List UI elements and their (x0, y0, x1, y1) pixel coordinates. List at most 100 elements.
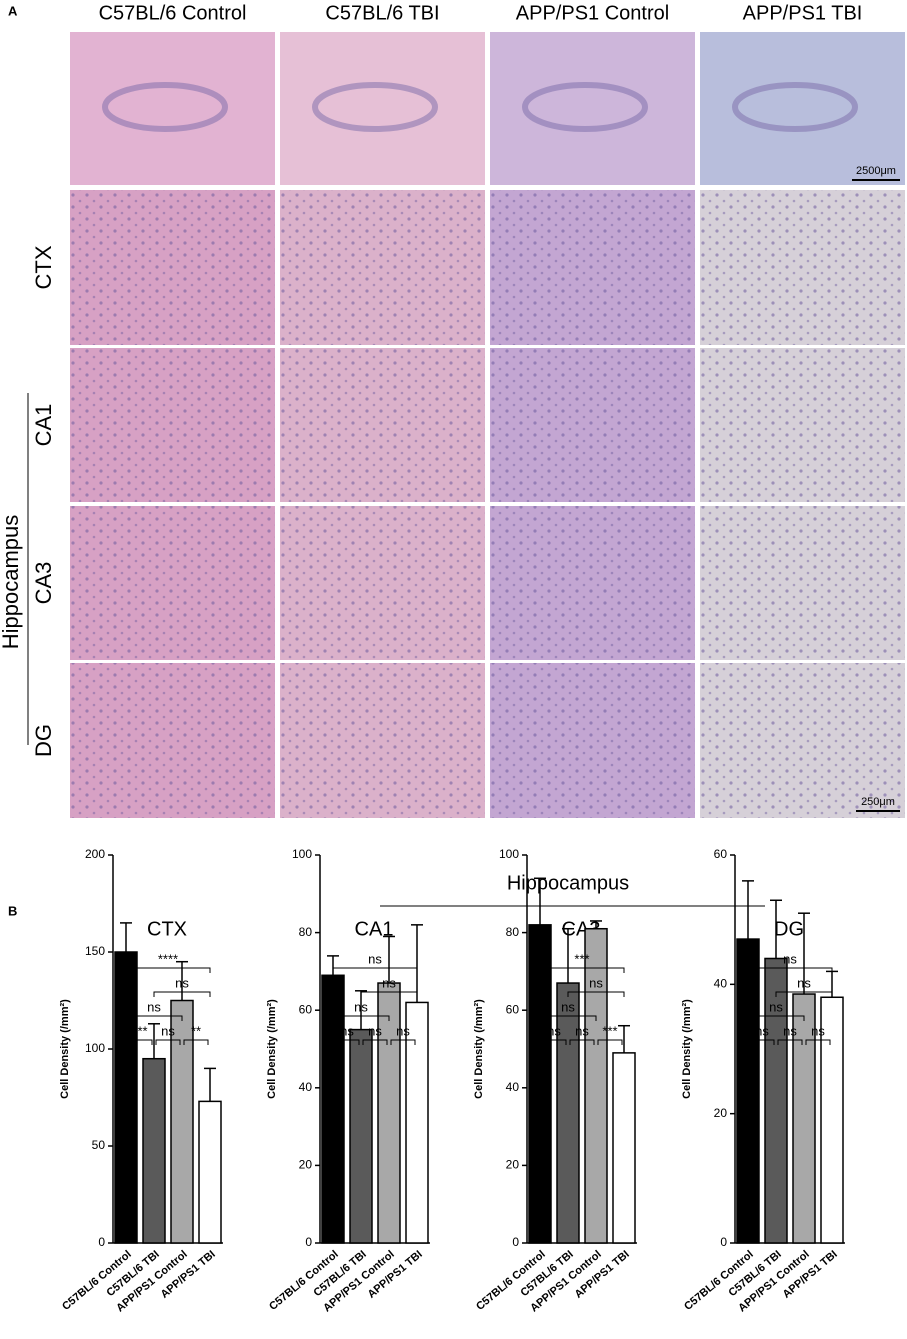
y-tick-label: 40 (299, 1080, 313, 1094)
significance-bracket (390, 1039, 416, 1045)
significance-bracket (749, 1039, 775, 1045)
significance-bracket (360, 991, 418, 997)
y-tick-label: 150 (85, 944, 105, 958)
micrograph-texture (490, 506, 695, 660)
y-tick-label: 200 (85, 847, 105, 861)
scale-bar-label: 250μm (861, 796, 895, 808)
y-tick-label: 40 (506, 1080, 520, 1094)
significance-bracket (362, 1039, 388, 1045)
significance-label: ns (340, 1023, 354, 1038)
significance-bracket (153, 991, 211, 997)
chart-title: DG (774, 918, 804, 940)
micrograph-texture (280, 348, 485, 502)
micrograph-texture (522, 82, 648, 132)
significance-label: *** (574, 951, 589, 966)
group-label: Hippocampus (507, 872, 629, 894)
y-axis-label: Cell Density (/mm²) (59, 999, 71, 1099)
micrograph-texture (70, 506, 275, 660)
y-tick-label: 80 (506, 925, 520, 939)
significance-label: ns (175, 975, 189, 990)
significance-label: *** (602, 1023, 617, 1038)
bar (820, 996, 844, 1244)
y-axis-label: Cell Density (/mm²) (266, 999, 278, 1099)
column-title: C57BL/6 Control (99, 2, 247, 24)
significance-bracket (539, 1015, 597, 1021)
bar (377, 982, 401, 1244)
significance-label: ns (354, 999, 368, 1014)
y-tick-label: 20 (299, 1158, 313, 1172)
significance-bracket (539, 967, 625, 973)
significance-bracket (747, 1015, 805, 1021)
row-label: DG (31, 724, 56, 757)
y-tick-label: 80 (299, 925, 313, 939)
y-tick-label: 20 (506, 1158, 520, 1172)
micrograph-texture (70, 663, 275, 818)
micrograph (700, 32, 905, 185)
significance-label: ns (797, 975, 811, 990)
y-tick-label: 60 (714, 847, 728, 861)
column-title: APP/PS1 TBI (743, 2, 863, 24)
significance-bracket (747, 967, 833, 973)
micrograph-texture (70, 190, 275, 345)
y-tick-label: 20 (714, 1106, 728, 1120)
significance-label: ns (811, 1023, 825, 1038)
panel-label: B (8, 903, 17, 918)
y-tick-label: 40 (714, 977, 728, 991)
bar (114, 951, 138, 1244)
bar (170, 999, 194, 1244)
significance-label: ns (147, 999, 161, 1014)
significance-label: ns (589, 975, 603, 990)
micrograph-texture (280, 506, 485, 660)
significance-bracket (332, 1015, 390, 1021)
bar (556, 982, 580, 1244)
significance-label: ns (368, 1023, 382, 1038)
micrograph-texture (700, 348, 905, 502)
significance-bracket (567, 991, 625, 997)
micrograph-texture (280, 190, 485, 345)
significance-bracket (541, 1039, 567, 1045)
significance-label: ns (396, 1023, 410, 1038)
significance-label: ns (783, 1023, 797, 1038)
bar (584, 927, 608, 1244)
significance-bracket (125, 1015, 183, 1021)
significance-bracket (777, 1039, 803, 1045)
row-label: CA1 (31, 404, 56, 447)
y-tick-label: 0 (512, 1235, 519, 1249)
bar (736, 938, 760, 1244)
bar (198, 1100, 222, 1244)
micrograph (490, 32, 695, 185)
significance-bracket (597, 1039, 623, 1045)
micrograph-texture (490, 348, 695, 502)
column-title: C57BL/6 TBI (325, 2, 439, 24)
significance-label: ns (561, 999, 575, 1014)
group-label: Hippocampus (0, 515, 23, 650)
micrograph-texture (490, 663, 695, 818)
significance-label: **** (158, 951, 178, 966)
y-tick-label: 100 (85, 1041, 105, 1055)
y-tick-label: 100 (292, 847, 312, 861)
significance-bracket (155, 1039, 181, 1045)
chart-title: CA1 (355, 918, 394, 940)
significance-bracket (334, 1039, 360, 1045)
y-tick-label: 0 (720, 1235, 727, 1249)
column-title: APP/PS1 Control (516, 2, 669, 24)
y-axis-label: Cell Density (/mm²) (681, 999, 693, 1099)
significance-label: ns (368, 951, 382, 966)
y-tick-label: 50 (92, 1138, 106, 1152)
micrograph-texture (700, 506, 905, 660)
micrograph-texture (732, 82, 858, 132)
micrograph-texture (700, 190, 905, 345)
bar (142, 1057, 166, 1244)
panel-label: A (8, 3, 18, 18)
significance-label: ns (547, 1023, 561, 1038)
significance-label: *** (132, 1023, 147, 1038)
row-label: CTX (31, 245, 56, 289)
scale-bar-label: 2500μm (856, 165, 896, 177)
significance-label: ** (191, 1023, 201, 1038)
micrograph-texture (280, 663, 485, 818)
significance-bracket (332, 967, 418, 973)
bar (792, 993, 816, 1244)
bar (321, 974, 345, 1244)
